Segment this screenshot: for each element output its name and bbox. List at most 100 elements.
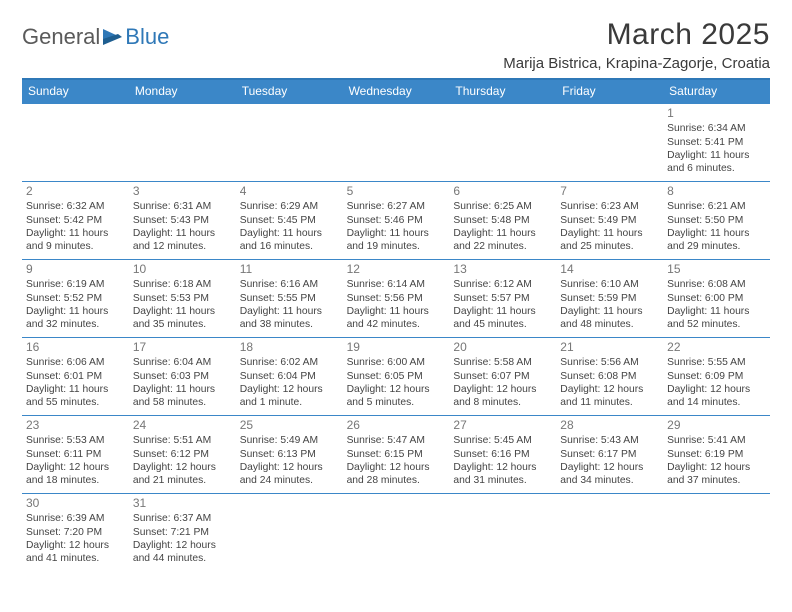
- day-day1: Daylight: 11 hours: [26, 383, 125, 396]
- day-day2: and 42 minutes.: [347, 318, 446, 331]
- day-day2: and 16 minutes.: [240, 240, 339, 253]
- day-day2: and 1 minute.: [240, 396, 339, 409]
- day-number: 13: [453, 262, 552, 277]
- day-day2: and 21 minutes.: [133, 474, 232, 487]
- day-day2: and 9 minutes.: [26, 240, 125, 253]
- day-day1: Daylight: 11 hours: [347, 305, 446, 318]
- day-sunrise: Sunrise: 5:51 AM: [133, 434, 232, 447]
- day-sunrise: Sunrise: 5:55 AM: [667, 356, 766, 369]
- calendar-cell-blank: [22, 103, 129, 181]
- day-day2: and 41 minutes.: [26, 552, 125, 565]
- day-sunrise: Sunrise: 6:25 AM: [453, 200, 552, 213]
- day-sunset: Sunset: 6:08 PM: [560, 370, 659, 383]
- day-number: 5: [347, 184, 446, 199]
- day-sunrise: Sunrise: 6:31 AM: [133, 200, 232, 213]
- page-title: March 2025: [503, 18, 770, 52]
- day-sunrise: Sunrise: 6:06 AM: [26, 356, 125, 369]
- day-day1: Daylight: 11 hours: [240, 227, 339, 240]
- day-number: 4: [240, 184, 339, 199]
- day-sunrise: Sunrise: 6:29 AM: [240, 200, 339, 213]
- day-number: 28: [560, 418, 659, 433]
- day-day2: and 38 minutes.: [240, 318, 339, 331]
- day-sunrise: Sunrise: 6:00 AM: [347, 356, 446, 369]
- calendar-cell-blank: [663, 493, 770, 571]
- day-number: 31: [133, 496, 232, 511]
- day-number: 6: [453, 184, 552, 199]
- day-day1: Daylight: 11 hours: [133, 227, 232, 240]
- day-day1: Daylight: 12 hours: [133, 539, 232, 552]
- day-day2: and 25 minutes.: [560, 240, 659, 253]
- day-day2: and 44 minutes.: [133, 552, 232, 565]
- day-day2: and 12 minutes.: [133, 240, 232, 253]
- day-sunrise: Sunrise: 6:08 AM: [667, 278, 766, 291]
- weekday-header: Tuesday: [236, 80, 343, 103]
- day-sunset: Sunset: 5:50 PM: [667, 214, 766, 227]
- day-day1: Daylight: 12 hours: [347, 383, 446, 396]
- day-day2: and 24 minutes.: [240, 474, 339, 487]
- day-day1: Daylight: 12 hours: [560, 383, 659, 396]
- calendar-cell: 12Sunrise: 6:14 AMSunset: 5:56 PMDayligh…: [343, 259, 450, 337]
- day-sunset: Sunset: 5:56 PM: [347, 292, 446, 305]
- day-day2: and 34 minutes.: [560, 474, 659, 487]
- day-sunset: Sunset: 5:52 PM: [26, 292, 125, 305]
- calendar-cell: 6Sunrise: 6:25 AMSunset: 5:48 PMDaylight…: [449, 181, 556, 259]
- calendar-cell: 31Sunrise: 6:37 AMSunset: 7:21 PMDayligh…: [129, 493, 236, 571]
- day-number: 14: [560, 262, 659, 277]
- day-day1: Daylight: 11 hours: [453, 227, 552, 240]
- day-sunset: Sunset: 7:21 PM: [133, 526, 232, 539]
- day-day2: and 55 minutes.: [26, 396, 125, 409]
- calendar-cell: 21Sunrise: 5:56 AMSunset: 6:08 PMDayligh…: [556, 337, 663, 415]
- day-sunset: Sunset: 6:00 PM: [667, 292, 766, 305]
- day-number: 17: [133, 340, 232, 355]
- calendar-cell-blank: [236, 103, 343, 181]
- day-day2: and 19 minutes.: [347, 240, 446, 253]
- logo-text-1: General: [22, 24, 100, 50]
- weekday-header: Saturday: [663, 80, 770, 103]
- day-day1: Daylight: 11 hours: [667, 227, 766, 240]
- day-sunset: Sunset: 6:16 PM: [453, 448, 552, 461]
- day-day2: and 32 minutes.: [26, 318, 125, 331]
- calendar-cell: 26Sunrise: 5:47 AMSunset: 6:15 PMDayligh…: [343, 415, 450, 493]
- calendar-cell-blank: [449, 103, 556, 181]
- day-day1: Daylight: 11 hours: [347, 227, 446, 240]
- weekday-header: Wednesday: [343, 80, 450, 103]
- day-sunrise: Sunrise: 6:39 AM: [26, 512, 125, 525]
- day-sunset: Sunset: 6:19 PM: [667, 448, 766, 461]
- day-day2: and 35 minutes.: [133, 318, 232, 331]
- calendar-grid: SundayMondayTuesdayWednesdayThursdayFrid…: [22, 80, 770, 571]
- calendar-cell: 1Sunrise: 6:34 AMSunset: 5:41 PMDaylight…: [663, 103, 770, 181]
- day-sunset: Sunset: 6:01 PM: [26, 370, 125, 383]
- day-sunset: Sunset: 6:13 PM: [240, 448, 339, 461]
- page-header: General Blue March 2025 Marija Bistrica,…: [22, 18, 770, 72]
- day-number: 9: [26, 262, 125, 277]
- day-number: 7: [560, 184, 659, 199]
- day-number: 25: [240, 418, 339, 433]
- calendar-cell-blank: [129, 103, 236, 181]
- day-number: 18: [240, 340, 339, 355]
- day-number: 23: [26, 418, 125, 433]
- day-sunset: Sunset: 6:03 PM: [133, 370, 232, 383]
- day-sunrise: Sunrise: 6:10 AM: [560, 278, 659, 291]
- calendar-cell-blank: [449, 493, 556, 571]
- calendar-cell: 17Sunrise: 6:04 AMSunset: 6:03 PMDayligh…: [129, 337, 236, 415]
- day-sunrise: Sunrise: 5:41 AM: [667, 434, 766, 447]
- day-day1: Daylight: 11 hours: [133, 383, 232, 396]
- day-sunrise: Sunrise: 6:04 AM: [133, 356, 232, 369]
- calendar-cell: 18Sunrise: 6:02 AMSunset: 6:04 PMDayligh…: [236, 337, 343, 415]
- day-day1: Daylight: 12 hours: [667, 461, 766, 474]
- day-day2: and 22 minutes.: [453, 240, 552, 253]
- day-number: 24: [133, 418, 232, 433]
- calendar-cell: 13Sunrise: 6:12 AMSunset: 5:57 PMDayligh…: [449, 259, 556, 337]
- day-sunrise: Sunrise: 5:58 AM: [453, 356, 552, 369]
- day-number: 15: [667, 262, 766, 277]
- calendar-cell: 3Sunrise: 6:31 AMSunset: 5:43 PMDaylight…: [129, 181, 236, 259]
- day-sunset: Sunset: 5:43 PM: [133, 214, 232, 227]
- title-block: March 2025 Marija Bistrica, Krapina-Zago…: [503, 18, 770, 72]
- day-sunset: Sunset: 5:49 PM: [560, 214, 659, 227]
- calendar-cell-blank: [343, 103, 450, 181]
- day-sunrise: Sunrise: 5:47 AM: [347, 434, 446, 447]
- logo: General Blue: [22, 24, 169, 50]
- day-sunset: Sunset: 5:42 PM: [26, 214, 125, 227]
- day-day2: and 45 minutes.: [453, 318, 552, 331]
- day-day2: and 28 minutes.: [347, 474, 446, 487]
